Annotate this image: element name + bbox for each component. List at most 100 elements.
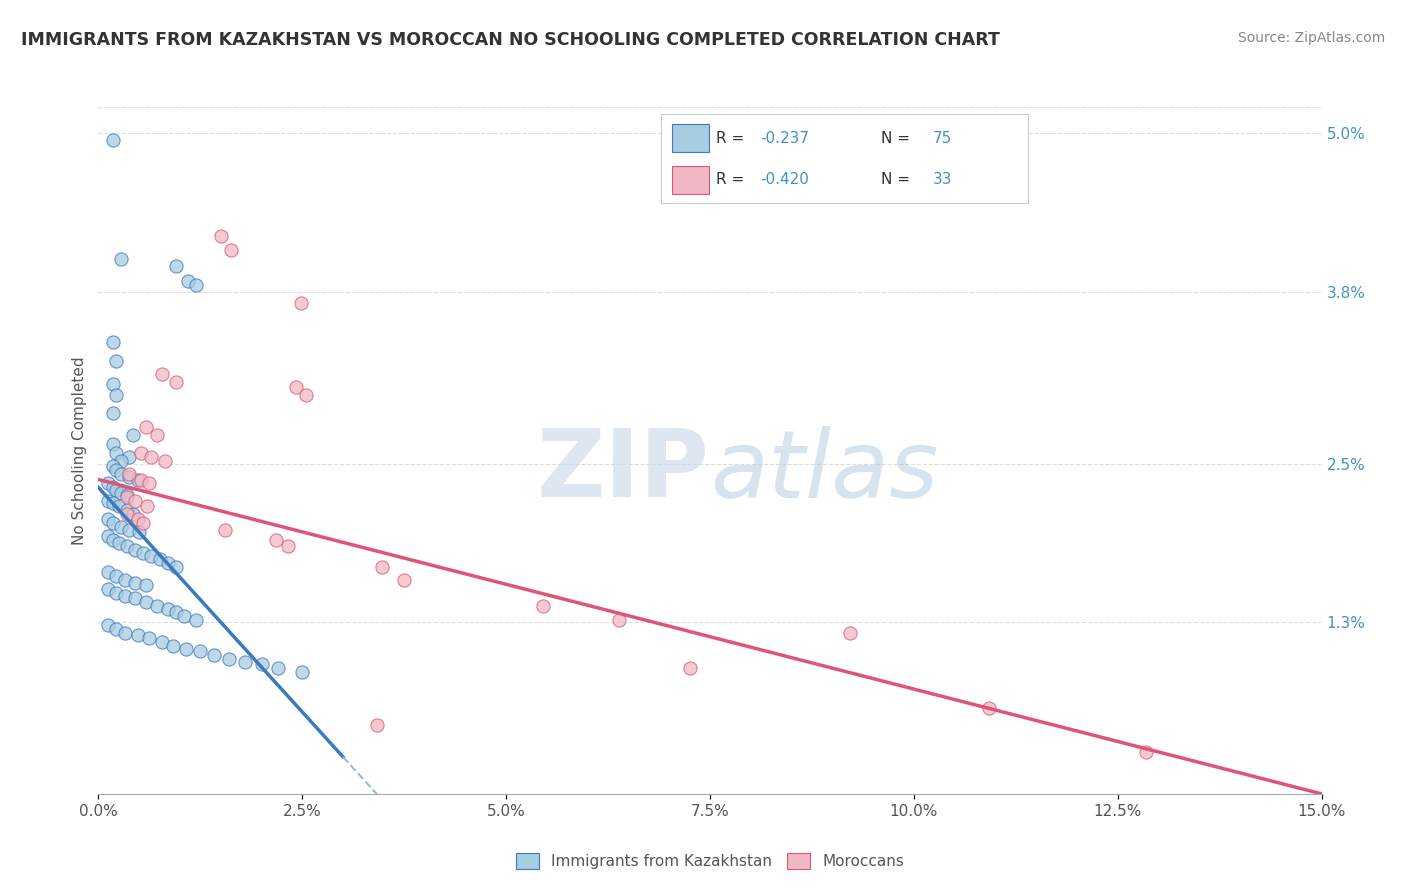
Point	[101, 533, 124, 548]
Point	[371, 559, 394, 574]
Point	[129, 473, 152, 487]
Point	[188, 644, 212, 658]
Point	[679, 661, 702, 675]
Point	[165, 259, 187, 273]
Point	[115, 490, 138, 504]
Point	[110, 454, 132, 468]
Point	[110, 467, 132, 482]
Text: atlas: atlas	[710, 425, 938, 516]
Point	[141, 450, 163, 464]
Point	[108, 499, 131, 513]
Point	[110, 252, 132, 266]
Text: Source: ZipAtlas.com: Source: ZipAtlas.com	[1237, 31, 1385, 45]
Point	[135, 419, 157, 434]
Point	[173, 608, 195, 623]
Point	[97, 493, 120, 508]
Point	[129, 446, 152, 460]
Point	[291, 665, 314, 680]
Point	[114, 573, 136, 587]
Point	[101, 516, 124, 530]
Point	[977, 701, 1000, 715]
Point	[366, 718, 388, 732]
Point	[165, 559, 187, 574]
Point	[150, 367, 173, 381]
Point	[97, 512, 120, 526]
Point	[165, 605, 187, 619]
Point	[277, 539, 299, 553]
Point	[124, 575, 146, 590]
Point	[118, 523, 141, 537]
Point	[105, 353, 128, 368]
Point	[114, 625, 136, 640]
Point	[284, 380, 307, 394]
Point	[219, 243, 242, 257]
Point	[105, 586, 128, 600]
Point	[108, 536, 131, 550]
Point	[138, 476, 160, 491]
Point	[250, 657, 273, 672]
Point	[110, 520, 132, 534]
Point	[156, 602, 179, 616]
Point	[135, 578, 157, 592]
Point	[105, 388, 128, 402]
Point	[264, 533, 287, 548]
Point	[110, 485, 132, 500]
Point	[121, 427, 143, 442]
Point	[162, 639, 184, 653]
Legend: Immigrants from Kazakhstan, Moroccans: Immigrants from Kazakhstan, Moroccans	[510, 847, 910, 876]
Point	[97, 617, 120, 632]
Point	[127, 512, 149, 526]
Point	[176, 641, 198, 656]
Point	[186, 613, 208, 627]
Point	[202, 648, 225, 663]
Point	[165, 375, 187, 389]
Point	[97, 529, 120, 543]
Point	[214, 523, 236, 537]
Point	[149, 551, 172, 566]
Point	[105, 483, 128, 497]
Point	[118, 470, 141, 484]
Point	[121, 507, 143, 521]
Point	[127, 628, 149, 642]
Point	[101, 437, 124, 451]
Point	[156, 556, 179, 570]
Y-axis label: No Schooling Completed: No Schooling Completed	[72, 356, 87, 545]
Point	[290, 295, 312, 310]
Point	[146, 599, 169, 614]
Point	[97, 582, 120, 596]
Point	[132, 516, 155, 530]
Point	[97, 476, 120, 491]
Point	[101, 335, 124, 350]
Point	[146, 427, 169, 442]
Point	[101, 407, 124, 421]
Point	[267, 661, 290, 675]
Point	[101, 459, 124, 474]
Point	[105, 463, 128, 477]
Point	[97, 565, 120, 579]
Point	[128, 525, 150, 540]
Point	[531, 599, 554, 614]
Point	[105, 622, 128, 636]
Point	[114, 589, 136, 603]
Point	[105, 446, 128, 460]
Point	[839, 625, 862, 640]
Point	[209, 229, 232, 244]
Point	[607, 613, 630, 627]
Point	[186, 278, 208, 293]
Point	[1135, 745, 1157, 759]
Point	[115, 503, 138, 517]
Point	[124, 493, 146, 508]
Point	[115, 507, 138, 521]
Point	[135, 595, 157, 609]
Point	[124, 542, 146, 557]
Point	[101, 377, 124, 392]
Point	[101, 133, 124, 147]
Point	[132, 546, 155, 561]
Text: IMMIGRANTS FROM KAZAKHSTAN VS MOROCCAN NO SCHOOLING COMPLETED CORRELATION CHART: IMMIGRANTS FROM KAZAKHSTAN VS MOROCCAN N…	[21, 31, 1000, 49]
Point	[295, 388, 318, 402]
Point	[115, 539, 138, 553]
Point	[141, 549, 163, 563]
Point	[218, 652, 240, 666]
Point	[392, 573, 416, 587]
Point	[155, 454, 177, 468]
